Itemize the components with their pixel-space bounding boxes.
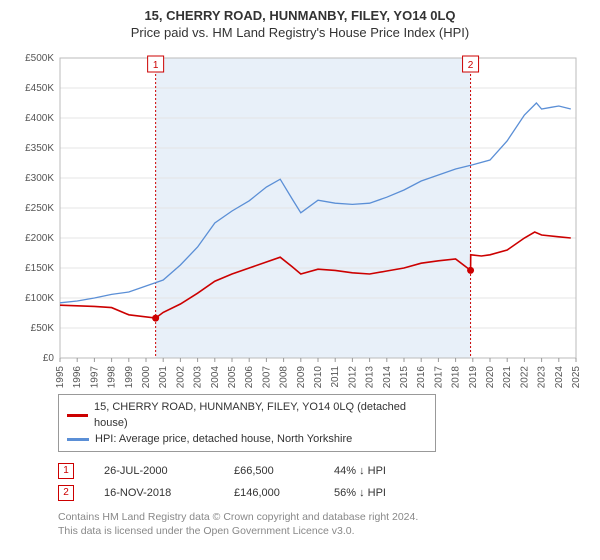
x-tick-label: 2007 — [261, 366, 272, 388]
x-tick-label: 2020 — [485, 366, 496, 388]
y-tick-label: £50K — [31, 323, 55, 334]
page-title: 15, CHERRY ROAD, HUNMANBY, FILEY, YO14 0… — [12, 8, 588, 23]
marker-table-row: 1 26-JUL-2000 £66,500 44% ↓ HPI — [58, 460, 588, 482]
y-tick-label: £400K — [25, 113, 54, 124]
x-tick-label: 2005 — [227, 366, 238, 388]
legend: 15, CHERRY ROAD, HUNMANBY, FILEY, YO14 0… — [58, 394, 436, 452]
marker-table-pct: 56% ↓ HPI — [334, 482, 424, 504]
marker-table-row: 2 16-NOV-2018 £146,000 56% ↓ HPI — [58, 482, 588, 504]
x-tick-label: 2004 — [210, 366, 221, 388]
legend-row: HPI: Average price, detached house, Nort… — [67, 431, 427, 447]
x-tick-label: 2016 — [416, 366, 427, 388]
marker-table-pct: 44% ↓ HPI — [334, 460, 424, 482]
x-tick-label: 2019 — [468, 366, 479, 388]
y-tick-label: £150K — [25, 263, 54, 274]
x-tick-label: 2021 — [502, 366, 513, 388]
marker-point — [152, 315, 159, 322]
marker-num: 1 — [153, 60, 159, 71]
x-tick-label: 2014 — [382, 366, 393, 388]
x-tick-label: 2011 — [330, 366, 341, 388]
x-tick-label: 2018 — [451, 366, 462, 388]
marker-table: 1 26-JUL-2000 £66,500 44% ↓ HPI 2 16-NOV-2018… — [58, 460, 588, 504]
x-tick-label: 2015 — [399, 366, 410, 388]
marker-point — [467, 267, 474, 274]
x-tick-label: 2006 — [244, 366, 255, 388]
y-tick-label: £250K — [25, 203, 54, 214]
attribution-line1: Contains HM Land Registry data © Crown c… — [58, 510, 588, 524]
x-tick-label: 2024 — [554, 366, 565, 388]
y-tick-label: £100K — [25, 293, 54, 304]
marker-num: 2 — [468, 60, 474, 71]
x-tick-label: 2023 — [537, 366, 548, 388]
x-tick-label: 2002 — [175, 366, 186, 388]
attribution-line2: This data is licensed under the Open Gov… — [58, 524, 588, 538]
price-chart: £0 £50K £100K £150K £200K £250K £300K £350K £400… — [12, 48, 588, 388]
x-tick-label: 1997 — [89, 366, 100, 388]
x-tick-label: 1995 — [55, 366, 66, 388]
x-tick-label: 2022 — [519, 366, 530, 388]
marker-table-date: 26-JUL-2000 — [104, 460, 204, 482]
x-tick-label: 2001 — [158, 366, 169, 388]
marker-table-num: 1 — [58, 463, 74, 479]
x-tick-label: 2013 — [365, 366, 376, 388]
y-tick-label: £450K — [25, 83, 54, 94]
x-tick-label: 2003 — [193, 366, 204, 388]
marker-table-price: £146,000 — [234, 482, 304, 504]
x-tick-label: 2017 — [433, 366, 444, 388]
marker-table-price: £66,500 — [234, 460, 304, 482]
x-tick-label: 1996 — [72, 366, 83, 388]
y-tick-label: £300K — [25, 173, 54, 184]
legend-swatch — [67, 438, 89, 441]
legend-label: 15, CHERRY ROAD, HUNMANBY, FILEY, YO14 0… — [94, 399, 427, 431]
x-tick-label: 2009 — [296, 366, 307, 388]
x-tick-label: 1999 — [124, 366, 135, 388]
x-tick-label: 2025 — [571, 366, 582, 388]
x-tick-label: 2012 — [347, 366, 358, 388]
legend-swatch — [67, 414, 88, 417]
x-tick-label: 2010 — [313, 366, 324, 388]
y-tick-label: £200K — [25, 233, 54, 244]
y-tick-label: £0 — [43, 353, 55, 364]
y-tick-label: £350K — [25, 143, 54, 154]
x-tick-label: 1998 — [107, 366, 118, 388]
page-subtitle: Price paid vs. HM Land Registry's House … — [12, 25, 588, 40]
legend-row: 15, CHERRY ROAD, HUNMANBY, FILEY, YO14 0… — [67, 399, 427, 431]
marker-table-num: 2 — [58, 485, 74, 501]
legend-label: HPI: Average price, detached house, Nort… — [95, 431, 352, 447]
y-tick-label: £500K — [25, 53, 54, 64]
x-tick-label: 2000 — [141, 366, 152, 388]
marker-table-date: 16-NOV-2018 — [104, 482, 204, 504]
attribution: Contains HM Land Registry data © Crown c… — [58, 510, 588, 538]
x-tick-label: 2008 — [279, 366, 290, 388]
